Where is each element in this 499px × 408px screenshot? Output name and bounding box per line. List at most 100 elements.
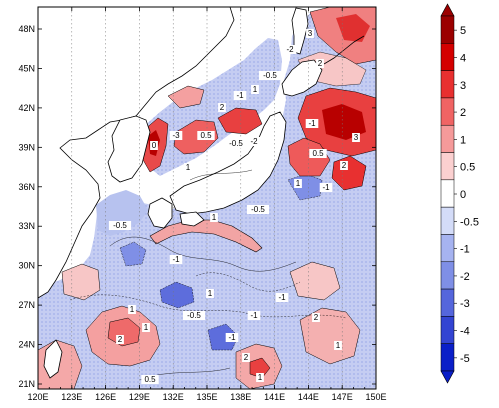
- west-red-patch: [61, 263, 101, 301]
- axis-ticks: [37, 7, 377, 389]
- colorbar-segment: [440, 43, 455, 71]
- blue-patch-1: [159, 281, 195, 309]
- contour-label: -0.5: [113, 221, 127, 230]
- colorbar-segment: [440, 316, 455, 344]
- hokkaido: [281, 59, 323, 97]
- honshu: [169, 111, 287, 215]
- contour-label: 1: [144, 323, 149, 332]
- lon-label: 144E: [298, 392, 319, 402]
- contour-label: -1: [322, 183, 330, 192]
- contour-label: 0: [152, 141, 157, 150]
- lat-label: 48N: [18, 24, 35, 34]
- lon-label: 147E: [332, 392, 353, 402]
- contour-label: -0.5: [251, 205, 265, 214]
- lon-label: 120E: [27, 392, 48, 402]
- colorbar-segment: [440, 70, 455, 99]
- colorbar-segment: [440, 288, 455, 317]
- colorbar-label: -5: [460, 353, 470, 365]
- south-red-patch-5: [289, 261, 341, 301]
- lat-label: 24N: [18, 340, 35, 350]
- colorbar-top-arrow: [440, 3, 455, 17]
- contour-label: -0.5: [187, 311, 201, 320]
- colorbar-bottom-arrow: [440, 370, 455, 384]
- lon-label: 129E: [129, 392, 150, 402]
- lat-label: 42N: [18, 103, 35, 113]
- lon-label: 138E: [230, 392, 251, 402]
- colorbar-label: -2: [460, 271, 470, 283]
- contour-label: 1: [253, 85, 258, 94]
- colorbar-segment: [440, 261, 455, 290]
- colorbar-label: -0.5: [460, 216, 479, 228]
- taiwan: [43, 339, 63, 379]
- lon-label: 123E: [61, 392, 82, 402]
- contour-label: 0.5: [200, 131, 212, 140]
- contour-label: -1: [236, 91, 244, 100]
- contour-label: 1: [336, 341, 341, 350]
- colorbar: 5 4 3 2 1 0.5 0 -0.5 -1 -2 -3 -4 -5: [440, 3, 479, 384]
- south-red-patch-core: [107, 317, 141, 347]
- contour-label: 2: [244, 353, 249, 362]
- colorbar-segment: [440, 97, 455, 126]
- contour-label: -0.5: [229, 139, 243, 148]
- contour-label: 2: [318, 59, 323, 68]
- sea-japan-red-2: [217, 107, 263, 135]
- lon-label: 132E: [163, 392, 184, 402]
- south-red-patch-3-core: [249, 357, 271, 379]
- contour-label: -2: [286, 45, 294, 54]
- contour-label: -1: [308, 119, 316, 128]
- lon-label: 141E: [264, 392, 285, 402]
- contour-label: -1: [278, 293, 286, 302]
- contour-label: 2: [342, 161, 347, 170]
- contour-label: 2: [118, 335, 123, 344]
- colorbar-label: 3: [460, 80, 466, 92]
- asia-mainland: [38, 7, 235, 299]
- contour-label: 0.5: [144, 375, 156, 384]
- contour-label: -3: [172, 131, 180, 140]
- lat-label: 30N: [18, 261, 35, 271]
- colorbar-segment: [440, 15, 455, 44]
- colorbar-label: -3: [460, 298, 470, 310]
- lat-label: 39N: [18, 142, 35, 152]
- contour-label: -2: [250, 137, 258, 146]
- colorbar-label: -1: [460, 244, 470, 256]
- contour-label: 2: [314, 313, 319, 322]
- ocean-field: [38, 7, 376, 389]
- contour-label: 1: [258, 373, 263, 382]
- colorbar-segment: [440, 152, 455, 181]
- colorbar-segment: [440, 206, 455, 235]
- longitude-labels: 120E 123E 126E 129E 132E 135E 138E 141E 144E 147E…: [27, 392, 386, 402]
- shikoku: [179, 211, 205, 227]
- contour-labels: 3 2 -0.5 1 2 -1 -2 0 -3 0.5 -0.5 1 -2 -1 3 0.5 2 1 -1 -0.5 -…: [108, 29, 360, 384]
- colorbar-segment: [440, 234, 455, 263]
- lat-label: 27N: [18, 300, 35, 310]
- contour-label: 1: [212, 213, 217, 222]
- contour-label: 1: [130, 305, 135, 314]
- colorbar-segment: [440, 124, 455, 153]
- lon-label: 135E: [196, 392, 217, 402]
- contour-label: -0.5: [263, 71, 277, 80]
- colorbar-label: 2: [460, 107, 466, 119]
- colorbar-label: -4: [460, 326, 470, 338]
- latitude-labels: 48N 45N 42N 39N 36N 33N 30N 27N 24N 21N: [18, 24, 35, 389]
- kyushu: [147, 197, 173, 229]
- lon-label: 150E: [365, 392, 386, 402]
- colorbar-label: 1: [460, 134, 466, 146]
- lat-label: 21N: [18, 379, 35, 389]
- lat-label: 45N: [18, 63, 35, 73]
- colorbar-segment: [440, 179, 455, 208]
- contour-label: -1: [250, 311, 258, 320]
- pacific-red-2: [287, 137, 331, 177]
- colorbar-label: 5: [460, 25, 466, 37]
- sakhalin: [291, 7, 309, 55]
- contour-label: -1: [228, 333, 236, 342]
- contour-label: 1: [208, 289, 213, 298]
- colorbar-label: 4: [460, 52, 466, 64]
- pacific-red-1-core: [322, 104, 366, 140]
- contour-label: -1: [172, 255, 180, 264]
- contour-label: 3: [308, 29, 313, 38]
- contour-label: 2: [220, 103, 225, 112]
- sea-japan-red-3: [167, 85, 205, 109]
- lon-label: 126E: [95, 392, 116, 402]
- contour-label: 3: [354, 133, 359, 142]
